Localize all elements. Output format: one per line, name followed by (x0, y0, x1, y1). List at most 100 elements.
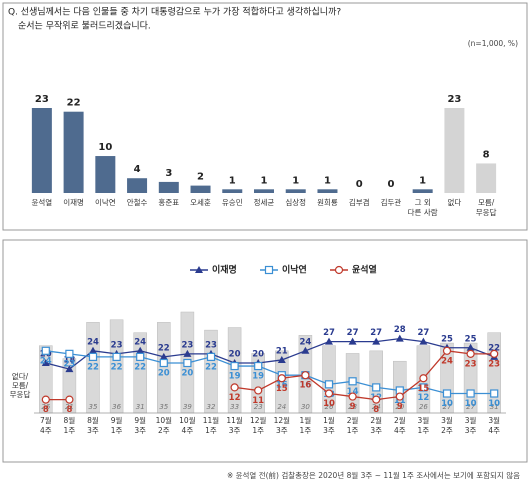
category-label: 심상정 (285, 198, 307, 207)
data-label: 16 (276, 381, 288, 391)
bar-value-label: 26 (419, 403, 428, 411)
data-label: 15 (417, 384, 429, 394)
value-label: 23 (35, 94, 49, 105)
data-label: 9 (350, 402, 356, 412)
x-tick-label: 3월 3주 (464, 416, 477, 435)
bar-value-label: 30 (301, 403, 310, 411)
data-label: 8 (43, 405, 49, 415)
marker (301, 346, 310, 354)
data-label: 25 (441, 334, 453, 344)
marker (41, 359, 50, 366)
data-label: 8 (66, 405, 72, 415)
data-label: 23 (63, 359, 75, 369)
value-label: 22 (67, 98, 81, 109)
data-label: 23 (111, 340, 123, 350)
marker (41, 346, 50, 355)
bar-value-label: 24 (277, 403, 286, 411)
data-label: 27 (347, 328, 359, 338)
subtitle: 순서는 무작위로 불러드리겠습니다. (18, 21, 151, 32)
data-label: 16 (299, 381, 311, 391)
data-label: 20 (229, 350, 241, 360)
bar-value-label: 21 (65, 403, 74, 411)
x-tick-label: 9월 3주 (134, 416, 147, 435)
x-tick-label: 3월 4주 (488, 416, 501, 435)
data-label: 24 (87, 337, 99, 347)
marker (348, 392, 357, 401)
bar-series-label: 없다/모름/무응답 (9, 372, 31, 399)
bar (190, 185, 211, 193)
title: Q. 선생님께서는 다음 인물들 중 차기 대통령감으로 누가 가장 적합하다고… (8, 6, 341, 18)
category-label: 오세훈 (190, 198, 211, 207)
bar-value-label: 31 (136, 403, 145, 411)
value-label: 10 (98, 142, 112, 153)
marker (41, 395, 50, 404)
value-label: 4 (134, 164, 141, 175)
category-label: 이낙연 (94, 198, 116, 207)
x-tick-label: 2월 4주 (393, 416, 406, 435)
bar-value-label: 26 (41, 403, 50, 411)
x-tick-label: 10월 4주 (179, 416, 196, 435)
marker (372, 337, 381, 345)
data-label: 21 (276, 346, 288, 356)
marker (254, 386, 263, 395)
marker (419, 383, 428, 392)
bar-value-label: 26 (325, 403, 334, 411)
marker (348, 337, 357, 345)
marker (230, 383, 239, 392)
marker (136, 346, 145, 354)
data-label: 10 (323, 399, 335, 409)
value-label: 0 (356, 179, 363, 190)
x-tick-label: 9월 1주 (110, 416, 123, 435)
bar-value-label: 36 (112, 403, 121, 411)
x-tick-label: 2월 1주 (346, 416, 359, 435)
marker (442, 389, 452, 398)
bar-value-label: 23 (254, 403, 263, 411)
legend-label: 이재명 (212, 264, 237, 276)
category-label: 정세균 (253, 198, 275, 207)
marker (325, 337, 333, 345)
marker (301, 371, 310, 380)
marker (324, 380, 334, 389)
marker (230, 361, 239, 371)
marker (442, 346, 452, 355)
category-label: 그 외 다른 사람 (407, 198, 438, 217)
x-tick-label: 11월 3주 (226, 416, 243, 435)
marker (277, 374, 286, 383)
data-label: 23 (205, 340, 217, 350)
bar-value-label: 35 (89, 403, 98, 411)
category-label: 홍준표 (158, 198, 180, 207)
bar-value-label: 31 (490, 403, 499, 411)
x-tick-label: 1월 1주 (299, 416, 312, 435)
value-label: 3 (165, 168, 172, 179)
data-label: 22 (158, 343, 170, 353)
bar (31, 108, 52, 193)
data-label: 24 (40, 356, 52, 366)
value-label: 1 (229, 175, 236, 186)
bar (158, 181, 179, 193)
data-label: 10 (465, 399, 477, 409)
data-label: 27 (370, 328, 382, 338)
data-label: 15 (276, 384, 288, 394)
data-label: 9 (397, 402, 403, 412)
value-label: 8 (483, 149, 490, 160)
x-tick-label: 12월 3주 (273, 416, 291, 435)
legend-marker (264, 265, 274, 275)
bar (254, 189, 274, 193)
bar-value-label: 39 (183, 403, 192, 411)
data-label: 11 (394, 396, 406, 406)
x-tick-label: 10월 2주 (155, 416, 173, 435)
bar (412, 189, 433, 193)
bar (95, 156, 116, 193)
category-label: 이재명 (63, 198, 84, 207)
bar-value-label: 27 (466, 403, 475, 411)
panel (2, 239, 528, 463)
value-label: 1 (419, 175, 426, 186)
value-label: 23 (447, 94, 461, 105)
marker (89, 346, 97, 354)
marker (65, 395, 74, 404)
marker (88, 352, 98, 361)
data-label: 18 (63, 356, 75, 366)
marker (466, 349, 475, 358)
value-label: 1 (292, 175, 299, 186)
data-label: 24 (441, 356, 453, 366)
